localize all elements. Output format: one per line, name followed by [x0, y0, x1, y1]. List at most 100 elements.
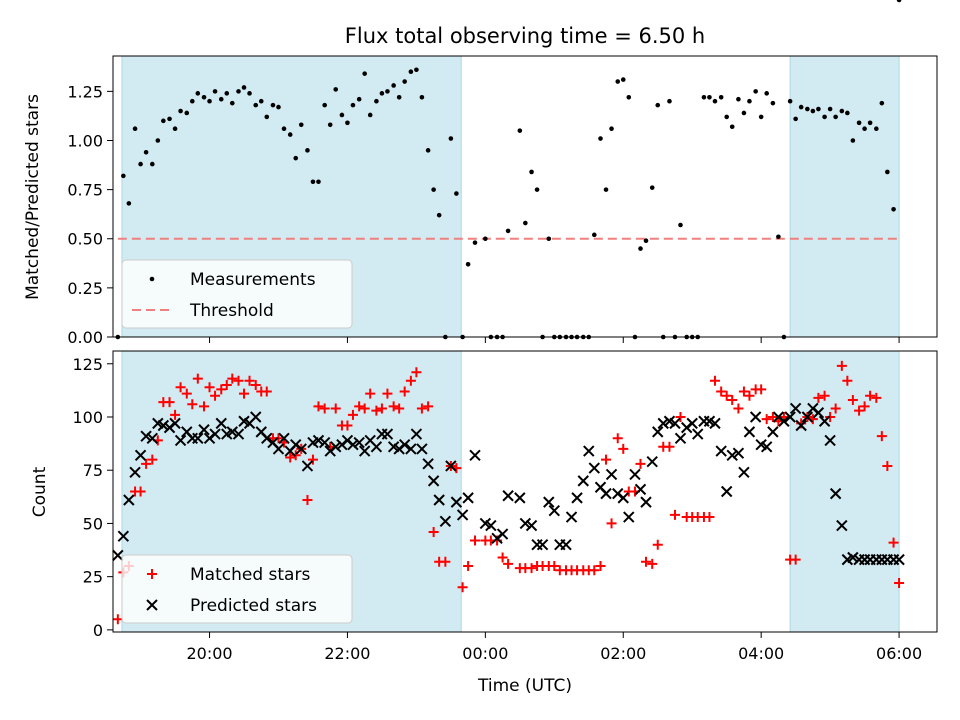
matched-star-point	[606, 518, 617, 529]
predicted-star-point	[445, 460, 457, 472]
measurement-point	[402, 79, 407, 84]
predicted-star-point	[583, 445, 595, 457]
measurement-point	[138, 161, 143, 167]
top-panel-frame	[112, 55, 938, 338]
predicted-star-point	[824, 434, 836, 447]
matched-star-point	[595, 561, 606, 572]
predicted-star-point	[261, 432, 273, 444]
predicted-star-point	[140, 430, 152, 442]
matched-star-point	[394, 403, 405, 414]
predicted-star-point	[318, 436, 331, 449]
predicted-star-point	[829, 487, 842, 500]
matched-star-point	[307, 454, 318, 465]
measurement-point	[850, 138, 856, 143]
predicted-star-point	[192, 432, 204, 444]
measurement-point	[638, 246, 643, 251]
measurement-point	[264, 114, 270, 120]
predicted-star-point	[433, 494, 445, 506]
measurement-point	[603, 187, 609, 192]
predicted-star-point	[278, 432, 290, 444]
y-tick-label: 1.00	[67, 131, 103, 150]
predicted-star-point	[571, 492, 583, 504]
predicted-star-point	[743, 426, 756, 438]
measurement-point	[758, 114, 764, 120]
predicted-star-point	[698, 415, 710, 427]
measurement-point	[891, 206, 896, 212]
measurement-point	[333, 87, 339, 92]
measurement-point	[448, 136, 454, 141]
y-tick-label: 0	[93, 621, 103, 640]
predicted-star-point	[330, 441, 342, 453]
measurement-point	[712, 98, 718, 104]
measurement-point	[620, 77, 626, 82]
predicted-star-point	[370, 441, 383, 453]
predicted-star-point	[669, 417, 681, 430]
predicted-star-point	[617, 492, 629, 504]
measurement-point	[236, 89, 241, 94]
predicted-star-point	[686, 417, 698, 430]
matched-star-point	[589, 565, 600, 576]
predicted-star-point	[410, 428, 423, 440]
top-legend: Measurements Threshold	[121, 259, 353, 329]
bottom-legend: Matched stars Predicted stars	[121, 554, 353, 624]
measurement-point	[885, 169, 890, 175]
measurement-point	[655, 102, 661, 108]
top-y-axis-label: Matched/Predicted stars	[23, 94, 43, 300]
measurement-point	[753, 89, 758, 94]
predicted-star-point	[112, 549, 124, 562]
predicted-star-point	[565, 511, 578, 523]
matched-star-point	[756, 384, 767, 395]
predicted-star-point	[629, 468, 641, 481]
matched-star-point	[181, 388, 192, 399]
y-tick-label: 125	[72, 355, 103, 374]
measurement-point	[517, 128, 523, 133]
shaded-interval	[789, 55, 900, 338]
measurement-point	[862, 126, 867, 132]
matched-star-point	[526, 563, 537, 574]
matched-star-point	[847, 394, 858, 405]
matched-star-point	[635, 458, 646, 469]
predicted-star-point	[531, 539, 543, 551]
predicted-star-point	[543, 496, 555, 508]
matched-star-point	[871, 392, 882, 403]
bottom-predicted-points	[112, 402, 905, 566]
predicted-star-point	[117, 530, 130, 542]
predicted-star-point	[502, 490, 514, 502]
predicted-star-point	[422, 458, 434, 470]
predicted-star-point	[405, 443, 417, 455]
matched-star-point	[227, 373, 238, 384]
measurement-point	[132, 126, 138, 132]
matched-star-point	[359, 403, 370, 414]
chart-title: Flux total observing time = 6.50 h	[345, 24, 705, 48]
x-tick-label: 20:00	[186, 644, 232, 663]
matched-star-point	[894, 578, 905, 589]
bottom-matched-points	[112, 360, 905, 625]
measurement-point	[367, 112, 373, 118]
predicted-star-point	[812, 407, 825, 419]
predicted-star-point	[462, 492, 474, 504]
predicted-star-point	[738, 466, 750, 479]
predicted-star-point	[720, 485, 733, 498]
matched-star-point	[302, 495, 313, 506]
y-tick-label: 1.25	[67, 82, 103, 101]
measurement-point	[798, 104, 804, 110]
predicted-star-point	[146, 432, 159, 444]
predicted-star-point	[715, 445, 727, 457]
measurement-point	[339, 112, 345, 118]
predicted-star-point	[209, 428, 221, 440]
matched-star-point	[819, 390, 830, 401]
predicted-star-point	[519, 517, 532, 530]
predicted-star-point	[818, 415, 831, 427]
matched-star-point	[428, 526, 439, 537]
matched-star-point	[721, 390, 732, 401]
y-tick-label: 0.00	[67, 328, 103, 347]
matched-star-point	[669, 509, 680, 520]
matched-star-point	[382, 388, 393, 399]
legend-label: Matched stars	[190, 565, 310, 585]
measurement-point	[667, 98, 672, 104]
matched-star-point	[716, 386, 727, 397]
predicted-star-point	[496, 528, 509, 540]
matched-star-point	[342, 420, 353, 431]
predicted-star-point	[485, 519, 497, 532]
